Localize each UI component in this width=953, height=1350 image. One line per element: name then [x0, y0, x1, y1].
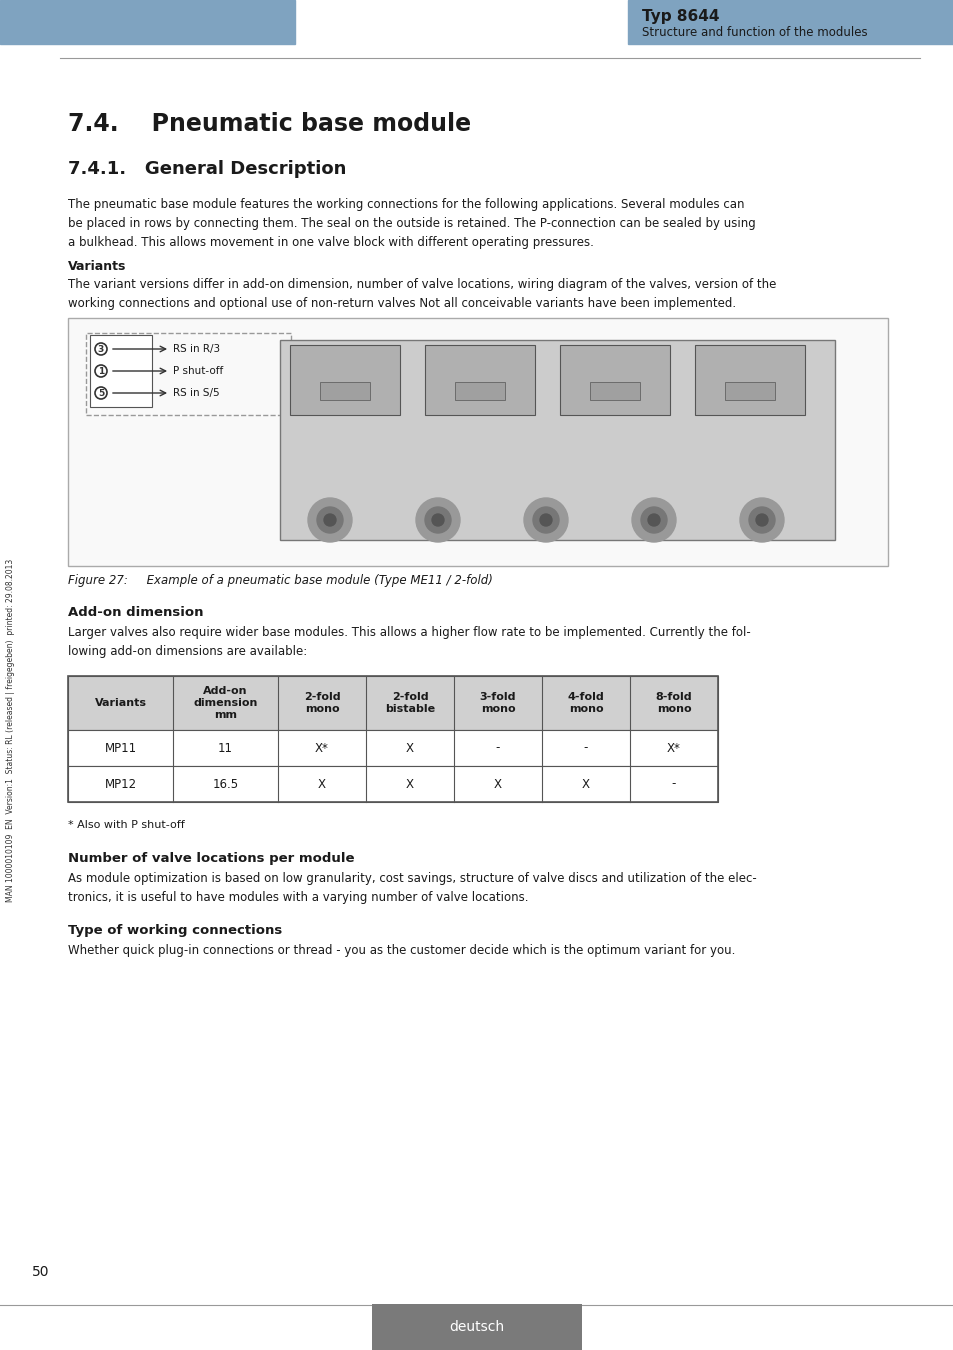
Bar — [372, 1304, 581, 1350]
Circle shape — [539, 514, 552, 526]
Text: RS in S/5: RS in S/5 — [172, 387, 219, 398]
Circle shape — [432, 514, 443, 526]
Text: 1: 1 — [98, 366, 104, 375]
Circle shape — [755, 514, 767, 526]
Circle shape — [748, 508, 774, 533]
Text: 8-fold
mono: 8-fold mono — [655, 691, 692, 714]
Text: Add-on dimension: Add-on dimension — [68, 606, 203, 620]
Text: -: - — [496, 741, 499, 755]
Text: X: X — [406, 778, 414, 791]
Bar — [86, 333, 291, 414]
Text: 3-fold
mono: 3-fold mono — [479, 691, 516, 714]
Text: MP11: MP11 — [104, 741, 136, 755]
Bar — [627, 0, 953, 45]
Circle shape — [533, 508, 558, 533]
Circle shape — [647, 514, 659, 526]
Text: As module optimization is based on low granularity, cost savings, structure of v: As module optimization is based on low g… — [68, 872, 756, 904]
Text: X: X — [494, 778, 501, 791]
Text: X*: X* — [666, 741, 680, 755]
Circle shape — [424, 508, 451, 533]
Bar — [424, 346, 535, 414]
Text: 5: 5 — [98, 389, 104, 397]
Text: deutsch: deutsch — [449, 1320, 504, 1334]
Text: Variants: Variants — [94, 698, 147, 707]
Text: Typ 8644: Typ 8644 — [641, 8, 719, 23]
Text: 50: 50 — [32, 1265, 50, 1278]
Bar — [68, 765, 718, 802]
Bar — [68, 319, 887, 566]
Bar — [695, 346, 804, 414]
Text: Whether quick plug-in connections or thread - you as the customer decide which i: Whether quick plug-in connections or thr… — [68, 944, 735, 957]
Bar — [559, 346, 669, 414]
Text: The variant versions differ in add-on dimension, number of valve locations, wiri: The variant versions differ in add-on di… — [68, 278, 776, 310]
Text: Type of working connections: Type of working connections — [68, 923, 282, 937]
Text: P shut-off: P shut-off — [172, 366, 223, 377]
Circle shape — [308, 498, 352, 541]
Circle shape — [416, 498, 459, 541]
Bar — [589, 382, 639, 400]
Text: Figure 27:     Example of a pneumatic base module (Type ME11 / 2-fold): Figure 27: Example of a pneumatic base m… — [68, 574, 493, 587]
Text: * Also with P shut-off: * Also with P shut-off — [68, 819, 185, 830]
Text: 7.4.1.   General Description: 7.4.1. General Description — [68, 161, 346, 178]
Text: X: X — [317, 778, 326, 791]
Text: -: - — [583, 741, 588, 755]
Circle shape — [316, 508, 343, 533]
Text: Structure and function of the modules: Structure and function of the modules — [641, 27, 866, 39]
Text: 2-fold
bistable: 2-fold bistable — [384, 691, 435, 714]
Text: -: - — [671, 778, 676, 791]
Bar — [290, 346, 399, 414]
Text: Larger valves also require wider base modules. This allows a higher flow rate to: Larger valves also require wider base mo… — [68, 626, 750, 657]
Circle shape — [324, 514, 335, 526]
Bar — [90, 335, 152, 406]
Text: X*: X* — [314, 741, 329, 755]
Bar — [724, 382, 774, 400]
Text: 4-fold
mono: 4-fold mono — [567, 691, 604, 714]
Text: MAN 1000010109  EN  Version:1  Status: RL (released | freigegeben)  printed: 29.: MAN 1000010109 EN Version:1 Status: RL (… — [7, 559, 15, 902]
Bar — [280, 340, 834, 540]
Text: X: X — [581, 778, 589, 791]
Text: Add-on
dimension
mm: Add-on dimension mm — [193, 686, 257, 721]
Text: The pneumatic base module features the working connections for the following app: The pneumatic base module features the w… — [68, 198, 755, 248]
Circle shape — [640, 508, 666, 533]
Text: FLUID CONTROL SYSTEMS: FLUID CONTROL SYSTEMS — [135, 30, 234, 39]
Text: Number of valve locations per module: Number of valve locations per module — [68, 852, 355, 865]
Text: X: X — [406, 741, 414, 755]
Text: 16.5: 16.5 — [213, 778, 238, 791]
Bar — [68, 676, 718, 730]
Text: 11: 11 — [218, 741, 233, 755]
Bar — [68, 676, 718, 802]
Bar — [68, 730, 718, 765]
Text: RS in R/3: RS in R/3 — [172, 344, 220, 354]
Text: bürkert: bürkert — [144, 8, 226, 27]
Text: 2-fold
mono: 2-fold mono — [303, 691, 340, 714]
Bar — [319, 382, 370, 400]
Text: MP12: MP12 — [104, 778, 136, 791]
Bar — [0, 0, 294, 45]
Circle shape — [523, 498, 567, 541]
Text: 7.4.    Pneumatic base module: 7.4. Pneumatic base module — [68, 112, 471, 136]
Circle shape — [740, 498, 783, 541]
Text: Variants: Variants — [68, 261, 126, 273]
Bar — [455, 382, 504, 400]
Text: 3: 3 — [98, 344, 104, 354]
Circle shape — [631, 498, 676, 541]
